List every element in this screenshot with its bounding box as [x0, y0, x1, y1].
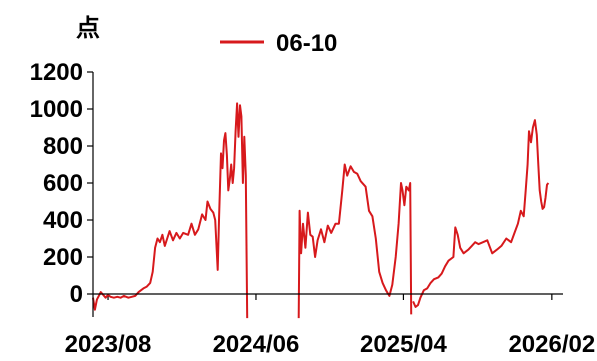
- y-axis-ticks: 0 200 400 600 800 1000 1200: [30, 59, 93, 308]
- y-tick-label: 200: [43, 244, 83, 271]
- y-tick-label: 400: [43, 207, 83, 234]
- legend-label: 06-10: [276, 30, 337, 57]
- x-tick-label: 2024/06: [213, 331, 300, 358]
- y-tick-label: 1200: [30, 59, 83, 86]
- series-line-segment-3: [412, 119, 550, 308]
- y-axis-unit-label: 点: [76, 14, 100, 42]
- x-axis-ticks: 2023/08 2024/06 2025/04 2026/02: [65, 294, 595, 358]
- y-tick-label: 0: [70, 281, 83, 308]
- y-tick-label: 600: [43, 170, 83, 197]
- x-tick-label: 2026/02: [508, 331, 595, 358]
- y-tick-label: 800: [43, 133, 83, 160]
- series-line-segment-1: [92, 102, 249, 319]
- series-layer: [92, 102, 550, 319]
- series-line-segment-2: [297, 163, 413, 319]
- y-tick-label: 1000: [30, 96, 83, 123]
- x-tick-label: 2023/08: [65, 331, 152, 358]
- x-tick-label: 2025/04: [360, 331, 447, 358]
- legend: 06-10: [220, 30, 337, 57]
